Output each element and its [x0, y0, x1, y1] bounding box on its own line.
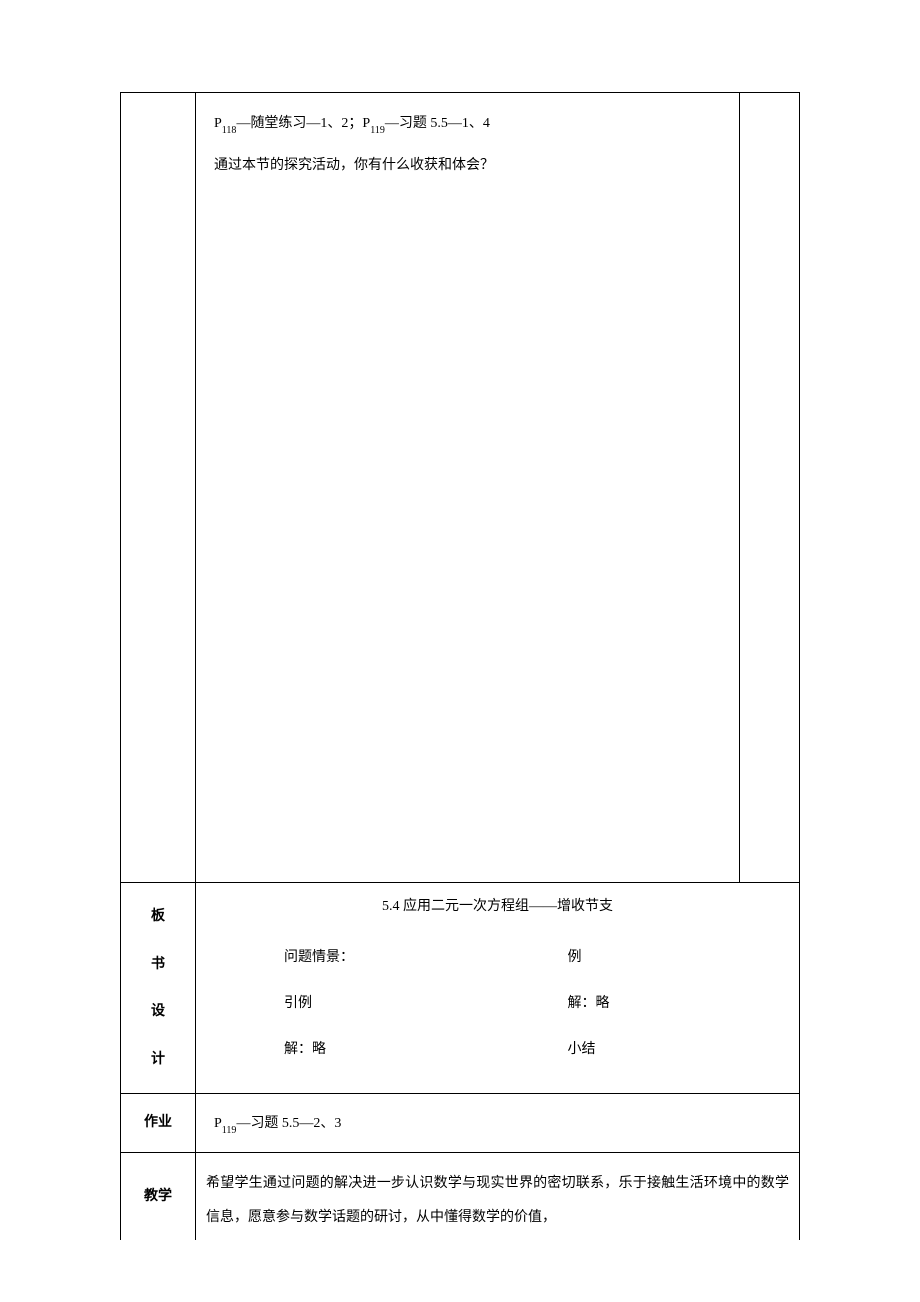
board-col-left: 问题情景： 引例 解：略: [214, 935, 498, 1074]
homework-content-cell: P119—习题 5.5—2、3: [196, 1094, 800, 1153]
p-text: P: [214, 116, 222, 131]
content-row: P118—随堂练习—1、2；P119—习题 5.5—1、4 通过本节的探究活动，…: [121, 93, 800, 883]
top-label-cell: [121, 93, 196, 883]
board-columns: 问题情景： 引例 解：略 例 解：略 小结: [214, 935, 781, 1074]
board-label: 板书设计: [121, 883, 195, 1093]
ref-text-2: —习题 5.5—1、4: [385, 116, 490, 131]
board-content-cell: 5.4 应用二元一次方程组——增收节支 问题情景： 引例 解：略 例 解：略 小…: [196, 883, 800, 1094]
board-col-right: 例 解：略 小结: [498, 935, 782, 1074]
reflection-label: 教学: [121, 1173, 195, 1221]
reflection-row: 教学 希望学生通过问题的解决进一步认识数学与现实世界的密切联系，乐于接触生活环境…: [121, 1153, 800, 1241]
board-left-3: 解：略: [284, 1027, 498, 1073]
ref-text-1: —随堂练习—1、2；P: [236, 116, 370, 131]
reflection-label-cell: 教学: [121, 1153, 196, 1241]
homework-row: 作业 P119—习题 5.5—2、3: [121, 1094, 800, 1153]
page-sub-118: 118: [222, 125, 237, 136]
reflection-text: 希望学生通过问题的解决进一步认识数学与现实世界的密切联系，乐于接触生活环境中的数…: [196, 1153, 799, 1240]
board-label-cell: 板书设计: [121, 883, 196, 1094]
exercise-refs: P118—随堂练习—1、2；P119—习题 5.5—1、4: [214, 107, 721, 141]
board-right-3: 小结: [568, 1027, 782, 1073]
board-right-1: 例: [568, 935, 782, 981]
reflection-content-cell: 希望学生通过问题的解决进一步认识数学与现实世界的密切联系，乐于接触生活环境中的数…: [196, 1153, 800, 1241]
board-left-1: 问题情景：: [284, 935, 498, 981]
top-side-cell: [740, 93, 800, 883]
reflection-question: 通过本节的探究活动，你有什么收获和体会？: [214, 149, 721, 183]
hw-sub: 119: [222, 1125, 237, 1136]
board-left-2: 引例: [284, 981, 498, 1027]
top-content-cell: P118—随堂练习—1、2；P119—习题 5.5—1、4 通过本节的探究活动，…: [196, 93, 740, 883]
board-design-row: 板书设计 5.4 应用二元一次方程组——增收节支 问题情景： 引例 解：略 例 …: [121, 883, 800, 1094]
homework-text: P119—习题 5.5—2、3: [196, 1094, 799, 1152]
board-right-2: 解：略: [568, 981, 782, 1027]
hw-p2: —习题 5.5—2、3: [236, 1116, 341, 1131]
page-sub-119: 119: [370, 125, 385, 136]
hw-p1: P: [214, 1116, 222, 1131]
homework-label: 作业: [121, 1099, 195, 1147]
homework-label-cell: 作业: [121, 1094, 196, 1153]
board-title: 5.4 应用二元一次方程组——增收节支: [214, 895, 781, 915]
lesson-plan-table: P118—随堂练习—1、2；P119—习题 5.5—1、4 通过本节的探究活动，…: [120, 92, 800, 1240]
